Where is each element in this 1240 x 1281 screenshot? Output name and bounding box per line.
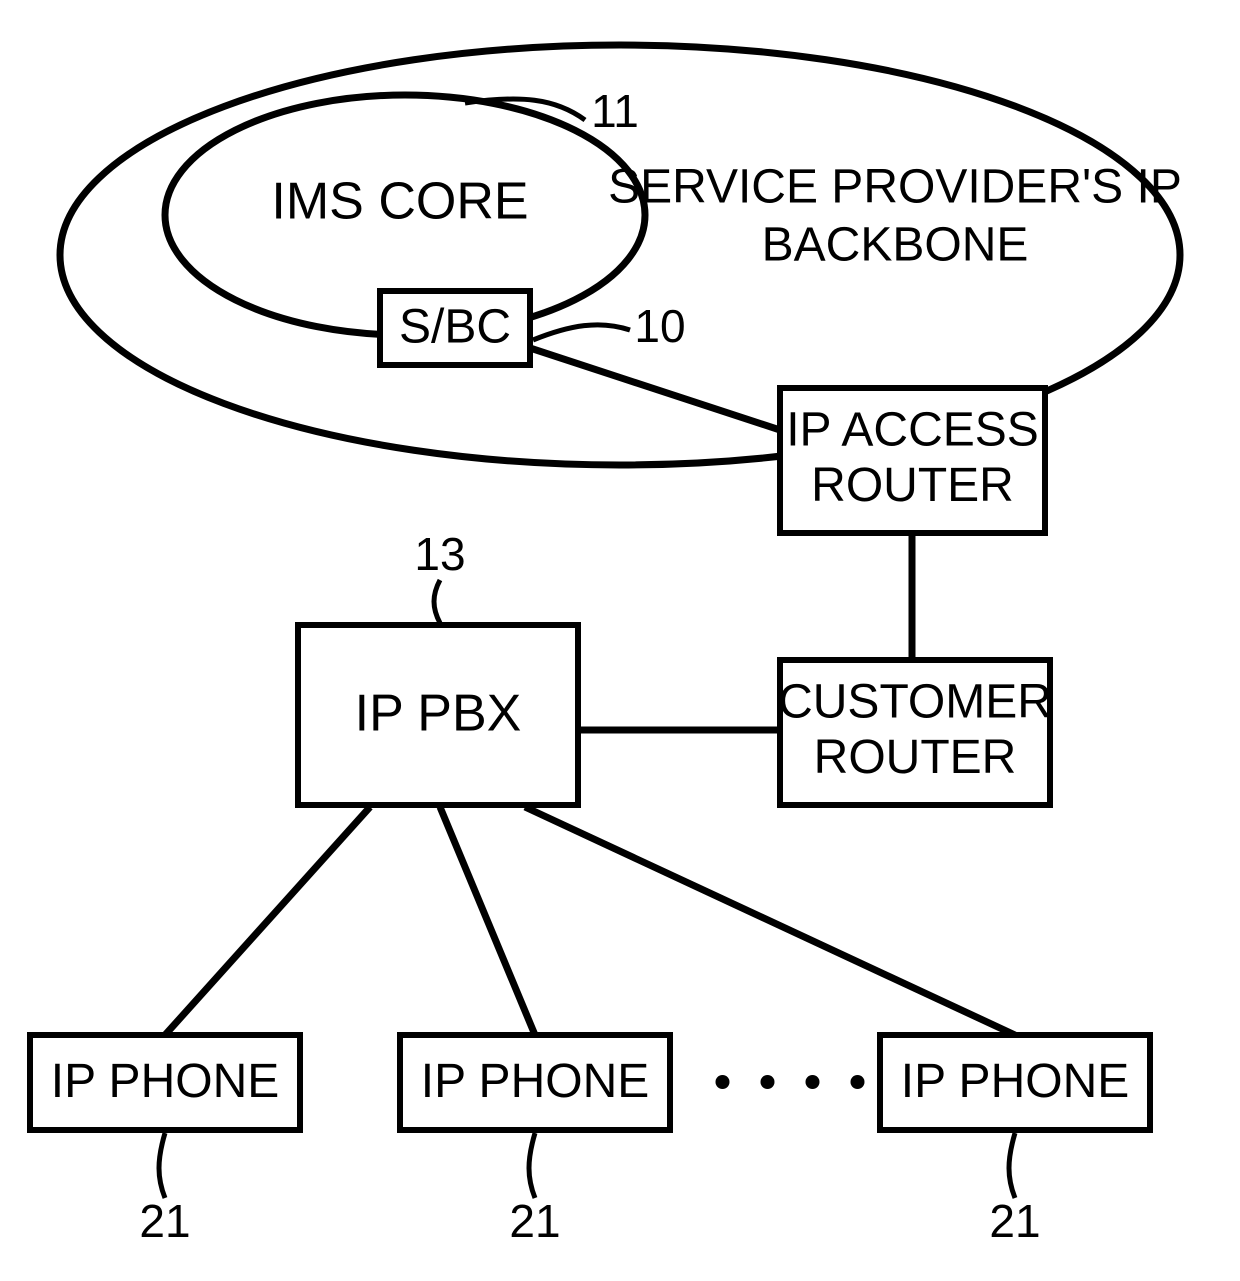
callout-num: 21 [139,1195,190,1247]
edge-ip_pbx-phone2 [440,807,535,1035]
sp_backbone_l1: SERVICE PROVIDER'S IP [608,161,1182,214]
ip_access-label: IP ACCESS [786,404,1039,457]
callout-num: 21 [509,1195,560,1247]
phone1-label: IP PHONE [51,1055,280,1108]
ellipsis-dot [716,1075,730,1089]
customer-label: CUSTOMER [778,676,1052,729]
ip_pbx-label: IP PBX [355,685,522,743]
callout-num: 11 [591,85,639,137]
ellipsis-dot [806,1075,820,1089]
callout-curve [159,1133,165,1198]
ims_core: IMS CORE [271,173,528,231]
ellipsis-dot [851,1075,865,1089]
callout-curve [434,580,440,623]
callout-num: 21 [989,1195,1040,1247]
ip_access-label: ROUTER [811,459,1014,512]
phone3-label: IP PHONE [901,1055,1130,1108]
callout-curve [1009,1133,1015,1198]
network-diagram: S/BCIP ACCESSROUTERCUSTOMERROUTERIP PBXI… [0,0,1240,1281]
edge-ip_pbx-phone1 [165,807,370,1035]
edge-ip_pbx-phone3 [525,807,1015,1035]
phone2-label: IP PHONE [421,1055,650,1108]
ellipsis-dot [761,1075,775,1089]
customer-label: ROUTER [814,731,1017,784]
sp_backbone_l2: BACKBONE [762,219,1029,272]
callout-num: 10 [634,300,685,352]
sbc-label: S/BC [399,301,511,354]
callout-curve [529,1133,535,1198]
edge-sbc-ip_access [530,348,780,430]
callout-num: 13 [414,528,465,580]
callout-curve [533,325,630,340]
